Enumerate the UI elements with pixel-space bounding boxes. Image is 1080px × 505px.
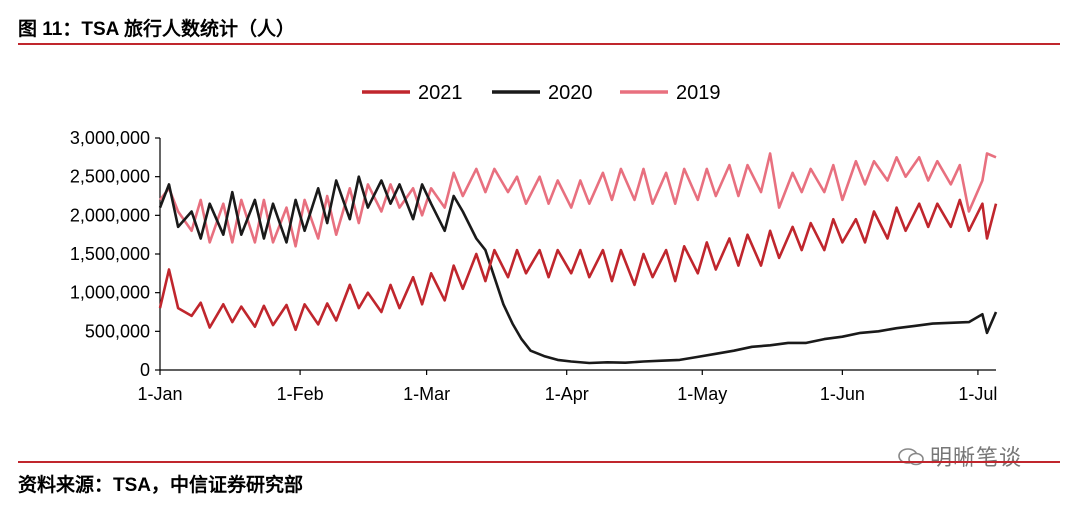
- x-tick-label: 1-Jan: [137, 384, 182, 404]
- y-tick-label: 1,000,000: [70, 283, 150, 303]
- y-tick-label: 1,500,000: [70, 244, 150, 264]
- source-rule: [18, 461, 1060, 463]
- watermark: 明晰笔谈: [898, 440, 1022, 472]
- line-chart: 2021 2020 2019 0 500,000 1,000,000 1,500,000 2…: [70, 82, 998, 404]
- source-note: 资料来源：TSA，中信证券研究部: [18, 475, 304, 496]
- chat-bubble-icon: [898, 448, 924, 466]
- title-rule: [18, 43, 1060, 45]
- series-line-2021: [158, 198, 998, 332]
- y-axis: 0 500,000 1,000,000 1,500,000 2,000,000 2,500…: [70, 128, 161, 380]
- x-tick-label: 1-Apr: [545, 384, 589, 404]
- y-tick-label: 2,000,000: [70, 205, 150, 225]
- y-tick-label: 3,000,000: [70, 128, 150, 148]
- series-line-2019: [158, 152, 997, 248]
- legend-label-2019: 2019: [676, 82, 721, 104]
- x-axis: 1-Jan 1-Feb 1-Mar 1-Apr 1-May 1-Jun 1-Jul: [137, 369, 997, 404]
- x-tick-label: 1-Jul: [958, 384, 997, 404]
- y-tick-label: 2,500,000: [70, 167, 150, 187]
- legend-label-2020: 2020: [548, 82, 593, 104]
- x-tick-label: 1-Feb: [277, 384, 324, 404]
- legend: 2021 2020 2019: [362, 82, 721, 104]
- series-line-2020: [158, 175, 998, 365]
- x-tick-label: 1-Jun: [820, 384, 865, 404]
- y-tick-label: 0: [140, 360, 150, 380]
- watermark-text: 明晰笔谈: [930, 445, 1023, 470]
- legend-label-2021: 2021: [418, 82, 463, 104]
- x-tick-label: 1-May: [677, 384, 727, 404]
- figure-title: 图 11：TSA 旅行人数统计（人）: [18, 19, 295, 40]
- x-tick-label: 1-Mar: [403, 384, 450, 404]
- series-layer: [158, 152, 998, 365]
- y-tick-label: 500,000: [85, 321, 150, 341]
